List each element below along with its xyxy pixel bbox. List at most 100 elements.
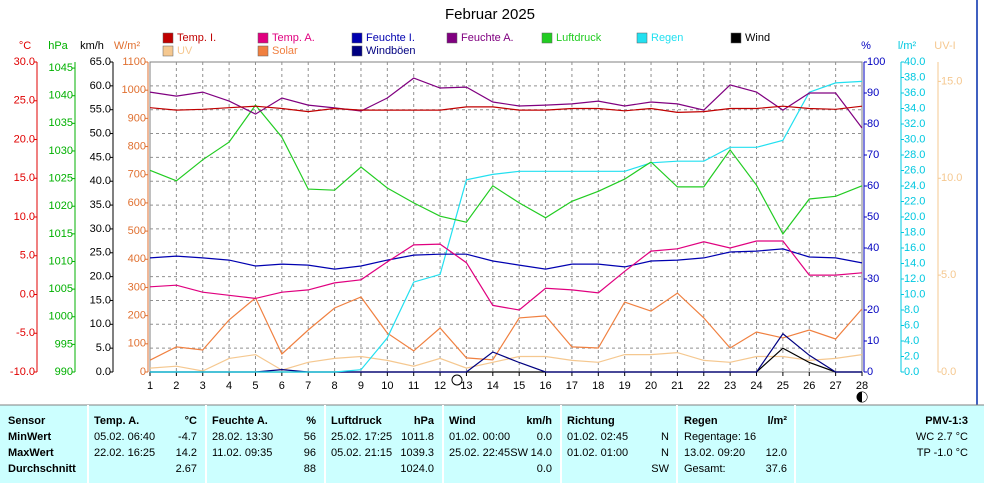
moon-full bbox=[451, 374, 463, 386]
legend-label: Regen bbox=[651, 32, 683, 44]
y-tick-label: 45.0 bbox=[90, 151, 111, 163]
table-cell: 01.02. 00:00 bbox=[449, 431, 510, 443]
legend-swatch bbox=[351, 45, 363, 57]
y-tick-label: 24.0 bbox=[904, 180, 925, 192]
y-tick-label: 30.0 bbox=[14, 56, 35, 68]
y-tick-label: 1005 bbox=[49, 283, 73, 295]
y-tick-label: 60 bbox=[867, 180, 879, 192]
y-tick-label: 0.0 bbox=[20, 288, 35, 300]
y-tick-label: 50.0 bbox=[90, 127, 111, 139]
y-tick-label: 990 bbox=[55, 366, 73, 378]
table-header: PMV-1:3 bbox=[925, 415, 968, 427]
x-tick-label: 9 bbox=[358, 380, 364, 392]
table-cell: 1024.0 bbox=[400, 463, 434, 475]
series-line bbox=[149, 77, 863, 129]
table-header: hPa bbox=[414, 415, 435, 427]
table-cell: -4.7 bbox=[178, 431, 197, 443]
moon-half bbox=[862, 392, 867, 402]
table-cell: 2.67 bbox=[176, 463, 197, 475]
y-tick-label: 12.0 bbox=[904, 273, 925, 285]
table-cell: 25.02. 22:45 bbox=[449, 447, 510, 459]
table-header: Temp. A. bbox=[94, 415, 139, 427]
y-tick-label: 15.0 bbox=[90, 294, 111, 306]
table-cell: 37.6 bbox=[766, 463, 787, 475]
legend-swatch bbox=[541, 32, 553, 44]
y-tick-label: 500 bbox=[128, 225, 146, 237]
y-tick-label: 0.0 bbox=[941, 366, 956, 378]
table-cell: 56 bbox=[304, 431, 316, 443]
y-tick-label: 22.0 bbox=[904, 195, 925, 207]
table-header: Luftdruck bbox=[331, 415, 383, 427]
x-tick-label: 5 bbox=[252, 380, 258, 392]
y-tick-label: 300 bbox=[128, 281, 146, 293]
y-tick-label: 600 bbox=[128, 197, 146, 209]
y-tick-label: 40 bbox=[867, 242, 879, 254]
legend-label: Temp. I. bbox=[177, 32, 216, 44]
y-tick-label: 30.0 bbox=[90, 223, 111, 235]
x-tick-label: 24 bbox=[750, 380, 762, 392]
legend-swatch bbox=[730, 32, 742, 44]
table-cell: N bbox=[661, 431, 669, 443]
table-cell: 22.02. 16:25 bbox=[94, 447, 155, 459]
legend-label: Feuchte I. bbox=[366, 32, 415, 44]
y-tick-label: 30 bbox=[867, 273, 879, 285]
y-tick-label: 1020 bbox=[49, 200, 73, 212]
y-tick-label: 100 bbox=[867, 56, 885, 68]
legend-swatch bbox=[162, 32, 174, 44]
series-line bbox=[149, 351, 863, 372]
x-tick-label: 1 bbox=[147, 380, 153, 392]
table-cell: 05.02. 06:40 bbox=[94, 431, 155, 443]
table-cell: 1011.8 bbox=[401, 431, 434, 443]
table-cell: 05.02. 21:15 bbox=[331, 447, 392, 459]
series-line bbox=[149, 240, 863, 311]
table-cell: Durchschnitt bbox=[8, 463, 76, 475]
y-tick-label: 50 bbox=[867, 211, 879, 223]
y-tick-label: 1000 bbox=[122, 84, 146, 96]
y-tick-label: 20.0 bbox=[904, 211, 925, 223]
y-tick-label: 32.0 bbox=[904, 118, 925, 130]
table-cell: MinWert bbox=[8, 431, 52, 443]
y-tick-label: 1100 bbox=[122, 56, 146, 68]
y-tick-label: 16.0 bbox=[904, 242, 925, 254]
x-tick-label: 19 bbox=[619, 380, 631, 392]
y-tick-label: 2.0 bbox=[904, 350, 919, 362]
y-tick-label: 10.0 bbox=[904, 288, 925, 300]
table-header: Regen bbox=[684, 415, 718, 427]
y-tick-label: 900 bbox=[128, 112, 146, 124]
x-tick-label: 3 bbox=[200, 380, 206, 392]
y-tick-label: 800 bbox=[128, 140, 146, 152]
y-tick-label: 10.0 bbox=[941, 172, 962, 184]
table-cell: 96 bbox=[304, 447, 316, 459]
y-tick-label: 1035 bbox=[49, 117, 73, 129]
y-tick-label: 1040 bbox=[49, 90, 73, 102]
series-line bbox=[149, 292, 863, 361]
axis-unit: hPa bbox=[48, 40, 68, 52]
legend-label: Solar bbox=[272, 45, 298, 57]
x-tick-label: 8 bbox=[332, 380, 338, 392]
table-header: l/m² bbox=[767, 415, 787, 427]
legend-label: UV bbox=[177, 45, 193, 57]
table-cell: TP -1.0 °C bbox=[917, 447, 968, 459]
table-cell: 13.02. 09:20 bbox=[684, 447, 745, 459]
y-tick-label: 0.0 bbox=[96, 366, 111, 378]
y-tick-label: 35.0 bbox=[90, 199, 111, 211]
y-tick-label: 65.0 bbox=[90, 56, 111, 68]
y-tick-label: 40.0 bbox=[904, 56, 925, 68]
y-tick-label: 25.0 bbox=[90, 247, 111, 259]
series-line bbox=[150, 80, 863, 373]
y-tick-label: 90 bbox=[867, 87, 879, 99]
y-tick-label: 15.0 bbox=[941, 75, 962, 87]
x-tick-label: 11 bbox=[408, 380, 419, 392]
y-tick-label: 20 bbox=[867, 304, 879, 316]
y-tick-label: 26.0 bbox=[904, 164, 925, 176]
x-tick-label: 12 bbox=[434, 380, 446, 392]
y-tick-label: -10.0 bbox=[10, 366, 35, 378]
axis-unit: UV-I bbox=[934, 40, 955, 52]
y-tick-label: 200 bbox=[128, 310, 146, 322]
y-tick-label: 1030 bbox=[49, 145, 73, 157]
y-tick-label: 995 bbox=[55, 338, 73, 350]
x-tick-label: 7 bbox=[305, 380, 311, 392]
table-header: % bbox=[306, 415, 316, 427]
y-tick-label: 20.0 bbox=[14, 133, 35, 145]
